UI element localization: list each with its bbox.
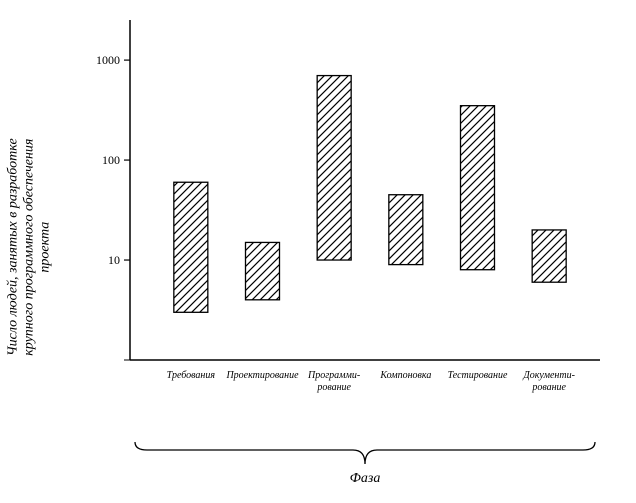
bar-doc: [532, 230, 566, 282]
x-category-label: Проектирование: [225, 370, 299, 381]
x-axis-brace-path: [135, 442, 595, 464]
x-category-label: Тестирование: [448, 370, 508, 381]
bar-des: [246, 242, 280, 299]
chart-svg: 10 100 1000 Требования Проектирование Програ…: [0, 0, 636, 503]
x-category-label: Программи-рование: [307, 370, 360, 393]
bar-test: [461, 106, 495, 270]
chart-container: Число людей, занятых в разработке крупно…: [0, 0, 636, 503]
y-tick-label: 100: [102, 153, 120, 167]
x-category-label: Документи-рование: [522, 370, 575, 393]
x-axis-brace: Фаза: [135, 442, 595, 486]
x-category-label: Компоновка: [379, 370, 431, 381]
y-tick-label: 1000: [96, 53, 120, 67]
y-tick-label: 10: [108, 253, 120, 267]
x-axis-label: Фаза: [350, 471, 381, 486]
bar-req: [174, 182, 208, 312]
x-category-label: Требования: [167, 370, 216, 381]
x-categories: Требования Проектирование Программи-ровани…: [167, 370, 575, 393]
bars: [174, 76, 566, 313]
y-axis-label: Число людей, занятых в разработке крупно…: [6, 138, 54, 356]
y-ticks: 10 100 1000: [96, 53, 130, 267]
bar-prog: [317, 76, 351, 260]
bar-comp: [389, 195, 423, 265]
